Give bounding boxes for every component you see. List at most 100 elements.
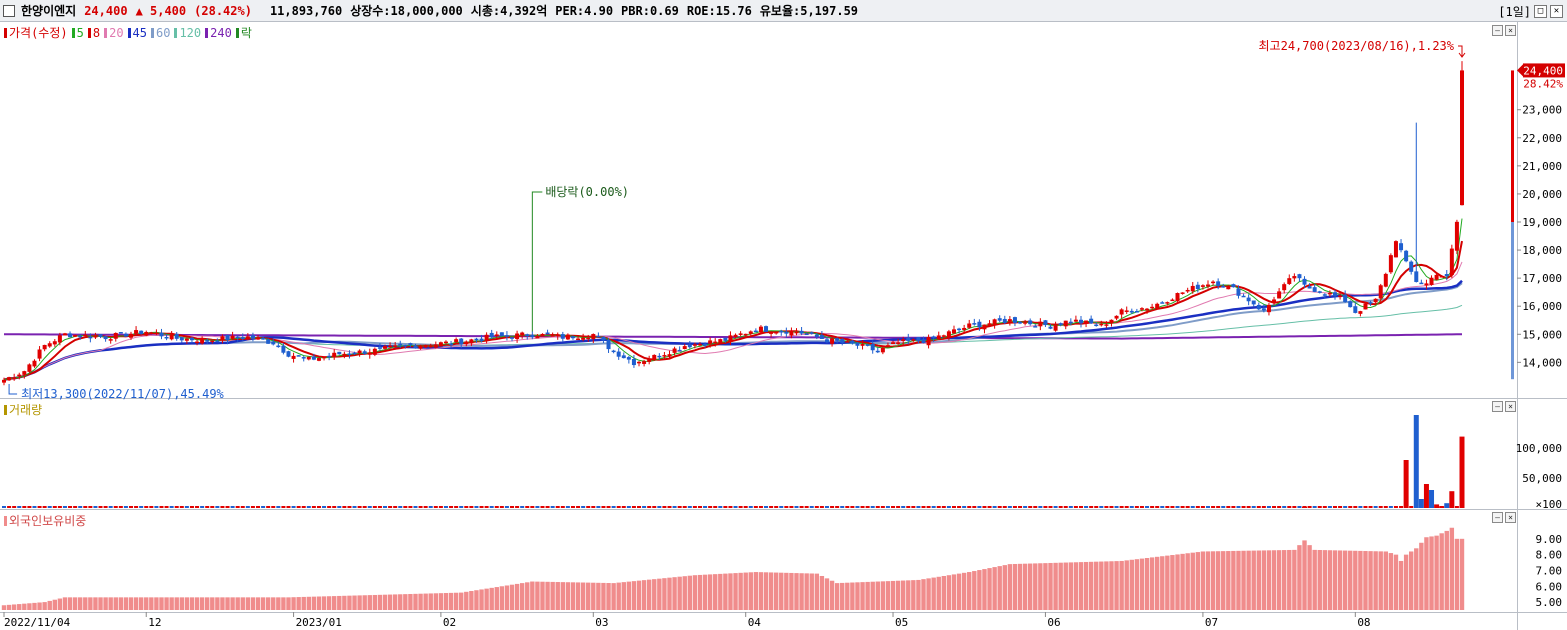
checkbox[interactable] [3, 4, 15, 17]
candle-body [1165, 302, 1170, 304]
foreign-bar [286, 597, 291, 610]
candle-body [489, 332, 494, 338]
foreign-bar [347, 595, 352, 610]
foreign-bar [1408, 551, 1414, 610]
candle-body [1018, 321, 1023, 324]
candle-body [174, 333, 179, 339]
ma5-line [3, 218, 1463, 381]
foreign-bar [1342, 550, 1348, 610]
foreign-bar [1129, 559, 1134, 610]
volume-bar [296, 506, 301, 508]
foreign-bar [1459, 538, 1465, 610]
candle-body [779, 330, 784, 333]
volume-panel-minimize-icon[interactable]: – [1492, 401, 1503, 412]
price-change: ▲ 5,400 [135, 3, 187, 18]
foreign-bar [494, 587, 499, 610]
volume-bar [896, 506, 901, 508]
candle-body [1170, 299, 1175, 302]
foreign-bar [276, 597, 281, 610]
volume-bar [1439, 506, 1445, 508]
candle-body [515, 333, 520, 339]
volume-bar [1332, 506, 1337, 508]
volume-bar [169, 506, 174, 508]
volume-bar [1099, 506, 1104, 508]
volume-bar [1134, 506, 1139, 508]
volume-bar [891, 506, 896, 508]
foreign-bar [982, 569, 987, 610]
candle-body [1109, 319, 1114, 324]
foreign-panel-minimize-icon[interactable]: – [1492, 512, 1503, 523]
foreign-bar [1383, 551, 1388, 610]
foreign-tick-label: 5.00 [1536, 596, 1563, 609]
candle-body [195, 341, 200, 344]
foreign-bar [667, 577, 672, 610]
foreign-bar [479, 589, 484, 610]
foreign-panel-close-icon[interactable]: × [1505, 512, 1516, 523]
volume-bar [779, 506, 784, 508]
volume-bar [957, 506, 962, 508]
panel-close-icon[interactable]: × [1505, 25, 1516, 36]
foreign-bar [1022, 563, 1028, 610]
candle-body [504, 335, 509, 337]
candle-body [418, 345, 423, 349]
volume-bar [98, 506, 103, 508]
foreign-bar [352, 595, 357, 610]
foreign-bar [93, 597, 98, 610]
volume-bar [1012, 506, 1017, 508]
candle-body [936, 335, 941, 339]
volume-bar [123, 506, 128, 508]
volume-bar [662, 506, 667, 508]
foreign-bar [22, 603, 27, 610]
foreign-bar [1099, 561, 1104, 610]
candle-body [52, 341, 57, 345]
candle-body [860, 344, 865, 346]
volume-bar [62, 506, 67, 508]
market-cap: 시총:4,392억 [470, 4, 548, 18]
candle-body [327, 355, 332, 358]
close-icon[interactable]: ✕ [1550, 5, 1563, 18]
candle-body [1251, 300, 1256, 305]
candle-body [459, 338, 464, 345]
candle-body [545, 332, 550, 335]
foreign-bar [763, 572, 769, 610]
candle-body [245, 336, 250, 340]
candle-body [337, 351, 342, 355]
foreign-bar [926, 578, 931, 610]
maximize-icon[interactable]: □ [1534, 5, 1547, 18]
candle-body [1068, 321, 1073, 324]
axis-range-up [1511, 70, 1514, 222]
high-arrow [1458, 45, 1463, 56]
volume-bar [1388, 506, 1393, 508]
foreign-bar [149, 597, 154, 610]
foreign-bar [469, 591, 474, 610]
foreign-bar [67, 597, 73, 610]
candle-body [591, 334, 596, 339]
foreign-bar [560, 582, 566, 610]
foreign-bar [1114, 561, 1119, 610]
foreign-bar [753, 572, 759, 610]
foreign-bar [428, 593, 433, 610]
candle-body [205, 340, 210, 342]
volume-bar [1048, 506, 1053, 508]
volume-bar [489, 506, 494, 508]
period-selector[interactable]: [1일] [1498, 5, 1531, 19]
foreign-bar [164, 597, 169, 610]
foreign-bar [687, 575, 693, 610]
foreign-bar [1358, 550, 1363, 610]
dividend-marker [531, 191, 543, 332]
candle-body [642, 361, 647, 364]
panel-minimize-icon[interactable]: – [1492, 25, 1503, 36]
candle-body [1327, 292, 1332, 295]
candle-body [291, 355, 296, 359]
volume-bar [626, 506, 631, 508]
foreign-bar [57, 598, 63, 610]
candle-body [865, 344, 870, 346]
candle-body [57, 335, 62, 343]
foreign-bar [250, 597, 256, 610]
volume-bar [266, 506, 271, 508]
candle-body [1419, 282, 1424, 285]
foreign-bar [1200, 551, 1206, 610]
foreign-bar [601, 582, 606, 610]
volume-bar [845, 506, 850, 508]
volume-panel-close-icon[interactable]: × [1505, 401, 1516, 412]
